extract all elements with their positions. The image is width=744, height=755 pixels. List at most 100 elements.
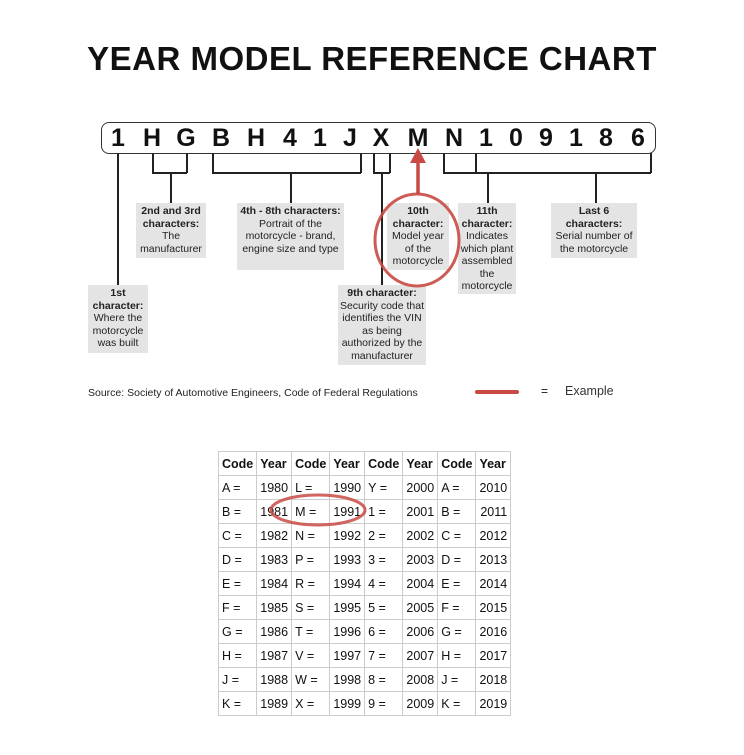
connector-last6 (595, 172, 597, 203)
table-row: C = 1982 N = 1992 2 = 2002 C = 2012 (217, 523, 512, 548)
code-cell: F = (217, 595, 258, 620)
bracket-4-8-left (212, 153, 214, 173)
code-cell: X = (291, 691, 331, 716)
code-cell: V = (291, 643, 331, 668)
table-row: F = 1985 S = 1995 5 = 2005 F = 2015 (217, 595, 512, 620)
year-cell: 2003 (402, 547, 439, 572)
code-cell: G = (437, 619, 477, 644)
highlight-circle-table (269, 493, 367, 527)
box-text: Security code that identifies the VIN as… (339, 299, 425, 362)
source-note: Source: Society of Automotive Engineers,… (88, 387, 418, 399)
code-cell: P = (291, 547, 331, 572)
vin-char-15: 1 (569, 124, 583, 152)
table-row: G = 1986 T = 1996 6 = 2006 G = 2016 (217, 619, 512, 644)
year-cell: 2011 (475, 499, 512, 524)
column-header: Year (475, 451, 512, 476)
vin-char-6: 4 (283, 124, 297, 152)
vin-char-17: 6 (631, 124, 645, 152)
box-4th-8th-characters: 4th - 8th characters: Portrait of the mot… (237, 203, 344, 270)
table-row: H = 1987 V = 1997 7 = 2007 H = 2017 (217, 643, 512, 668)
code-cell: E = (437, 571, 477, 596)
year-cell: 2000 (402, 475, 439, 500)
column-header: Year (329, 451, 366, 476)
code-cell: 9 = (364, 691, 404, 716)
box-text: The manufacturer (140, 230, 202, 255)
vin-char-2: H (142, 124, 162, 152)
vin-char-7: 1 (313, 124, 327, 152)
year-cell: 1992 (329, 523, 366, 548)
box-text: Serial number of the motorcycle (555, 230, 633, 255)
code-cell: D = (437, 547, 477, 572)
code-cell: T = (291, 619, 331, 644)
box-10th-character: 10th character: Model year of the motorcy… (387, 203, 449, 270)
year-cell: 2007 (402, 643, 439, 668)
box-text: Where the motorcycle was built (92, 312, 144, 349)
code-cell: B = (217, 499, 258, 524)
vin-char-14: 9 (539, 124, 553, 152)
year-cell: 2004 (402, 571, 439, 596)
vin-char-9: X (372, 124, 390, 152)
legend-red-line (475, 390, 519, 394)
code-cell: G = (217, 619, 258, 644)
year-cell: 1989 (256, 691, 293, 716)
box-text: Model year of the motorcycle (392, 230, 444, 267)
column-header: Code (364, 451, 404, 476)
box-9th-character: 9th character: Security code that identif… (338, 285, 426, 365)
column-header: Code (291, 451, 331, 476)
connector-9 (381, 172, 383, 285)
page-title: YEAR MODEL REFERENCE CHART (87, 40, 657, 77)
bracket-2-3 (152, 172, 187, 174)
bracket-last6-left (475, 153, 477, 173)
vin-char-12: 1 (479, 124, 493, 152)
year-cell: 1995 (329, 595, 366, 620)
code-cell: A = (217, 475, 258, 500)
column-header: Code (437, 451, 477, 476)
arrow-up-icon (410, 148, 426, 163)
box-1st-character: 1st character: Where the motorcycle was b… (88, 285, 148, 353)
box-heading: 11th character: (461, 205, 513, 230)
table-header-row: Code Year Code Year Code Year Code Year (217, 451, 512, 476)
year-cell: 1983 (256, 547, 293, 572)
year-cell: 2009 (402, 691, 439, 716)
bracket-4-8 (212, 172, 361, 174)
year-code-table: Code Year Code Year Code Year Code Year A = 1980… (217, 451, 512, 716)
year-cell: 2005 (402, 595, 439, 620)
bracket-2-3-left (152, 153, 154, 173)
code-cell: 7 = (364, 643, 404, 668)
year-cell: 2001 (402, 499, 439, 524)
year-cell: 2014 (475, 571, 512, 596)
connector-11 (487, 172, 489, 203)
box-text: Portrait of the motorcycle - brand, engi… (242, 217, 339, 255)
vin-char-8: J (343, 124, 357, 152)
connector-4-8 (290, 172, 292, 203)
code-cell: K = (437, 691, 477, 716)
code-cell: B = (437, 499, 477, 524)
box-heading: 4th - 8th characters: (240, 205, 341, 217)
year-cell: 2012 (475, 523, 512, 548)
code-cell: K = (217, 691, 258, 716)
year-cell: 1986 (256, 619, 293, 644)
code-cell: C = (217, 523, 258, 548)
year-cell: 1998 (329, 667, 366, 692)
table-row: J = 1988 W = 1998 8 = 2008 J = 2018 (217, 667, 512, 692)
code-cell: R = (291, 571, 331, 596)
code-cell: A = (437, 475, 477, 500)
code-cell: W = (291, 667, 331, 692)
table-row: D = 1983 P = 1993 3 = 2003 D = 2013 (217, 547, 512, 572)
box-11th-character: 11th character: Indicates which plant ass… (458, 203, 516, 294)
vin-char-3: G (176, 124, 196, 152)
vin-char-1: 1 (111, 124, 125, 152)
bracket-4-8-right (360, 153, 362, 173)
year-cell: 2008 (402, 667, 439, 692)
connector-2-3 (170, 172, 172, 203)
table-row: E = 1984 R = 1994 4 = 2004 E = 2014 (217, 571, 512, 596)
table-row: B = 1981 M = 1991 1 = 2001 B = 2011 (217, 499, 512, 524)
box-heading: 10th character: (392, 205, 444, 230)
box-heading: 1st character: (92, 287, 144, 312)
vin-char-5: H (246, 124, 266, 152)
bracket-9-right (389, 153, 391, 173)
bracket-last6 (475, 172, 651, 174)
box-2nd-3rd-characters: 2nd and 3rd characters: The manufacturer (136, 203, 206, 258)
